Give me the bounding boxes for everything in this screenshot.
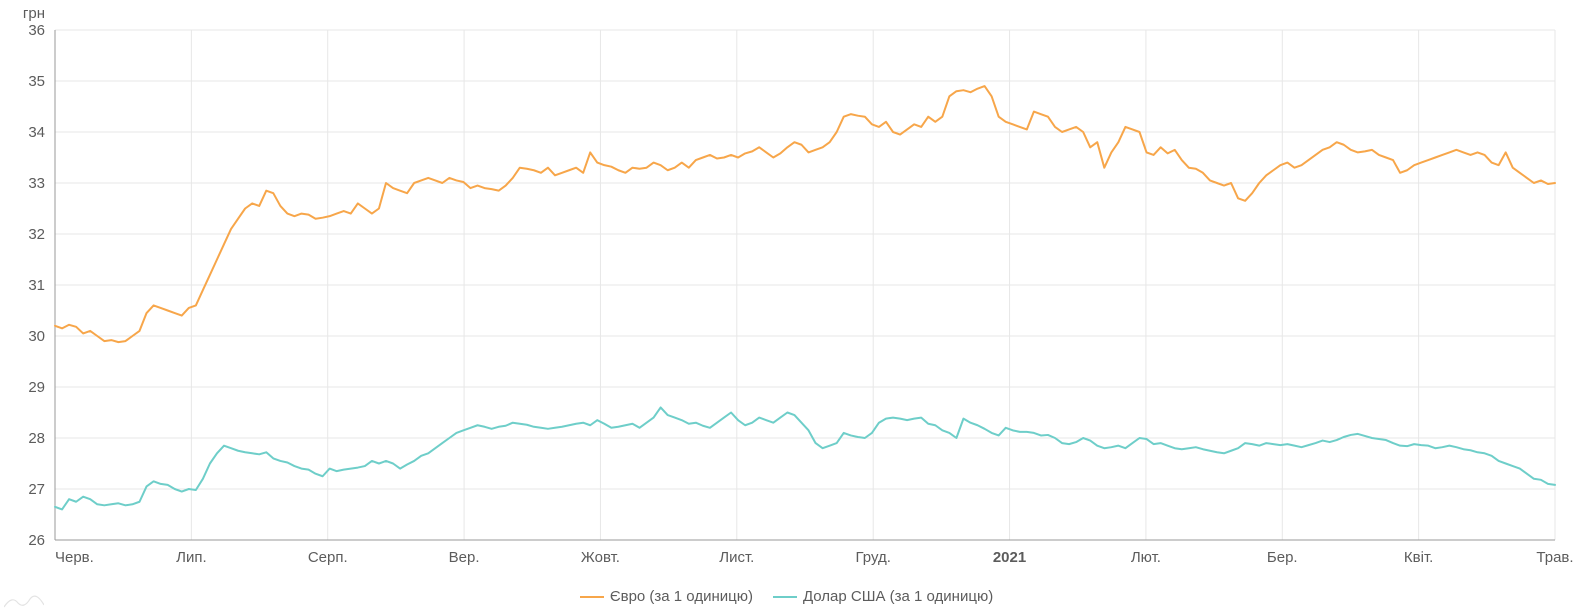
minimap-icon bbox=[4, 593, 44, 609]
legend-item-usd[interactable]: Долар США (за 1 одиницю) bbox=[773, 588, 993, 605]
svg-text:34: 34 bbox=[28, 124, 45, 141]
svg-text:Вер.: Вер. bbox=[449, 549, 480, 566]
svg-text:2021: 2021 bbox=[993, 549, 1026, 566]
svg-text:Лют.: Лют. bbox=[1131, 549, 1161, 566]
series-line-usd bbox=[55, 407, 1555, 509]
svg-text:31: 31 bbox=[28, 277, 45, 294]
svg-text:Лист.: Лист. bbox=[719, 549, 754, 566]
legend-swatch-usd bbox=[773, 596, 797, 598]
chart-canvas: 26 27 28 29 30 31 32 33 34 35 36 Черв. Лип. Серп. Вер.… bbox=[0, 0, 1573, 613]
legend-label: Долар США (за 1 одиницю) bbox=[803, 588, 993, 605]
svg-text:Черв.: Черв. bbox=[55, 549, 94, 566]
svg-text:26: 26 bbox=[28, 532, 45, 549]
svg-text:30: 30 bbox=[28, 328, 45, 345]
svg-text:Бер.: Бер. bbox=[1267, 549, 1298, 566]
legend-label: Євро (за 1 одиницю) bbox=[610, 588, 753, 605]
svg-text:Квіт.: Квіт. bbox=[1404, 549, 1433, 566]
svg-text:36: 36 bbox=[28, 22, 45, 39]
svg-text:Груд.: Груд. bbox=[855, 549, 890, 566]
svg-text:29: 29 bbox=[28, 379, 45, 396]
legend-swatch-eur bbox=[580, 596, 604, 598]
svg-text:Жовт.: Жовт. bbox=[581, 549, 620, 566]
legend-item-eur[interactable]: Євро (за 1 одиницю) bbox=[580, 588, 753, 605]
svg-text:32: 32 bbox=[28, 226, 45, 243]
series-line-eur bbox=[55, 86, 1555, 342]
svg-text:Лип.: Лип. bbox=[176, 549, 207, 566]
svg-text:35: 35 bbox=[28, 73, 45, 90]
svg-text:28: 28 bbox=[28, 430, 45, 447]
svg-text:Трав.: Трав. bbox=[1536, 549, 1573, 566]
svg-text:33: 33 bbox=[28, 175, 45, 192]
exchange-rate-chart: 26 27 28 29 30 31 32 33 34 35 36 Черв. Лип. Серп. Вер.… bbox=[0, 0, 1573, 613]
svg-text:27: 27 bbox=[28, 481, 45, 498]
svg-text:грн: грн bbox=[23, 5, 45, 22]
chart-legend: Євро (за 1 одиницю) Долар США (за 1 одини… bbox=[0, 585, 1573, 606]
svg-text:Серп.: Серп. bbox=[308, 549, 348, 566]
